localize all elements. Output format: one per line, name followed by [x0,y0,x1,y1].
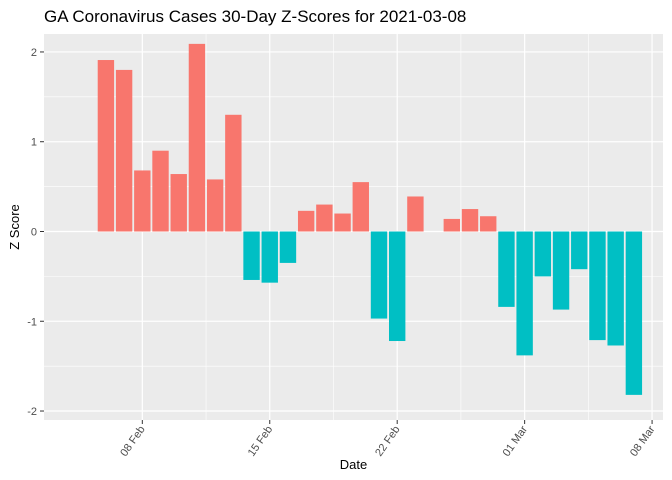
bar-2021-02-08 [134,170,151,232]
bar-2021-02-20 [352,182,369,232]
bar-2021-02-18 [316,204,333,232]
y-tick-label: 2 [31,47,37,59]
bar-2021-02-13 [225,114,242,232]
bar-2021-02-28 [498,231,515,307]
bar-2021-02-25 [443,218,461,232]
bar-2021-03-04 [571,231,588,270]
bar-2021-02-12 [206,179,224,232]
bar-2021-02-15 [261,231,278,283]
x-tick-label: 15 Feb [246,424,275,459]
chart-title: GA Coronavirus Cases 30-Day Z-Scores for… [44,7,466,26]
bar-2021-02-14 [243,231,260,280]
bar-2021-02-07 [115,69,133,232]
y-tick-label: 0 [31,226,37,238]
bar-2021-03-06 [607,231,624,346]
bar-2021-02-21 [370,231,388,319]
bar-2021-02-23 [407,196,424,232]
x-axis-label: Date [340,457,367,472]
x-tick-label: 08 Feb [118,424,147,459]
y-tick-label: -2 [27,406,37,418]
bar-2021-03-05 [589,231,606,341]
bar-2021-02-19 [334,213,351,232]
bar-2021-02-16 [279,231,297,263]
x-tick-label: 08 Mar [628,424,658,459]
bar-2021-03-02 [534,231,552,277]
bar-2021-02-26 [461,209,479,232]
bar-2021-02-10 [170,174,187,232]
bar-2021-02-22 [389,231,406,342]
bar-2021-02-17 [297,210,315,232]
y-axis-label: Z Score [7,204,22,250]
bar-2021-02-11 [188,43,206,232]
x-tick-label: 22 Feb [373,424,402,459]
bar-2021-02-27 [480,216,497,232]
bar-2021-02-06 [97,60,115,232]
y-tick-label: 1 [31,137,37,149]
bar-2021-03-03 [552,231,570,310]
bars [97,43,643,395]
bar-2021-02-09 [152,150,169,232]
bar-2021-03-07 [625,231,643,395]
y-tick-label: -1 [27,316,37,328]
bar-2021-03-01 [516,231,533,356]
x-tick-label: 01 Mar [501,424,531,459]
